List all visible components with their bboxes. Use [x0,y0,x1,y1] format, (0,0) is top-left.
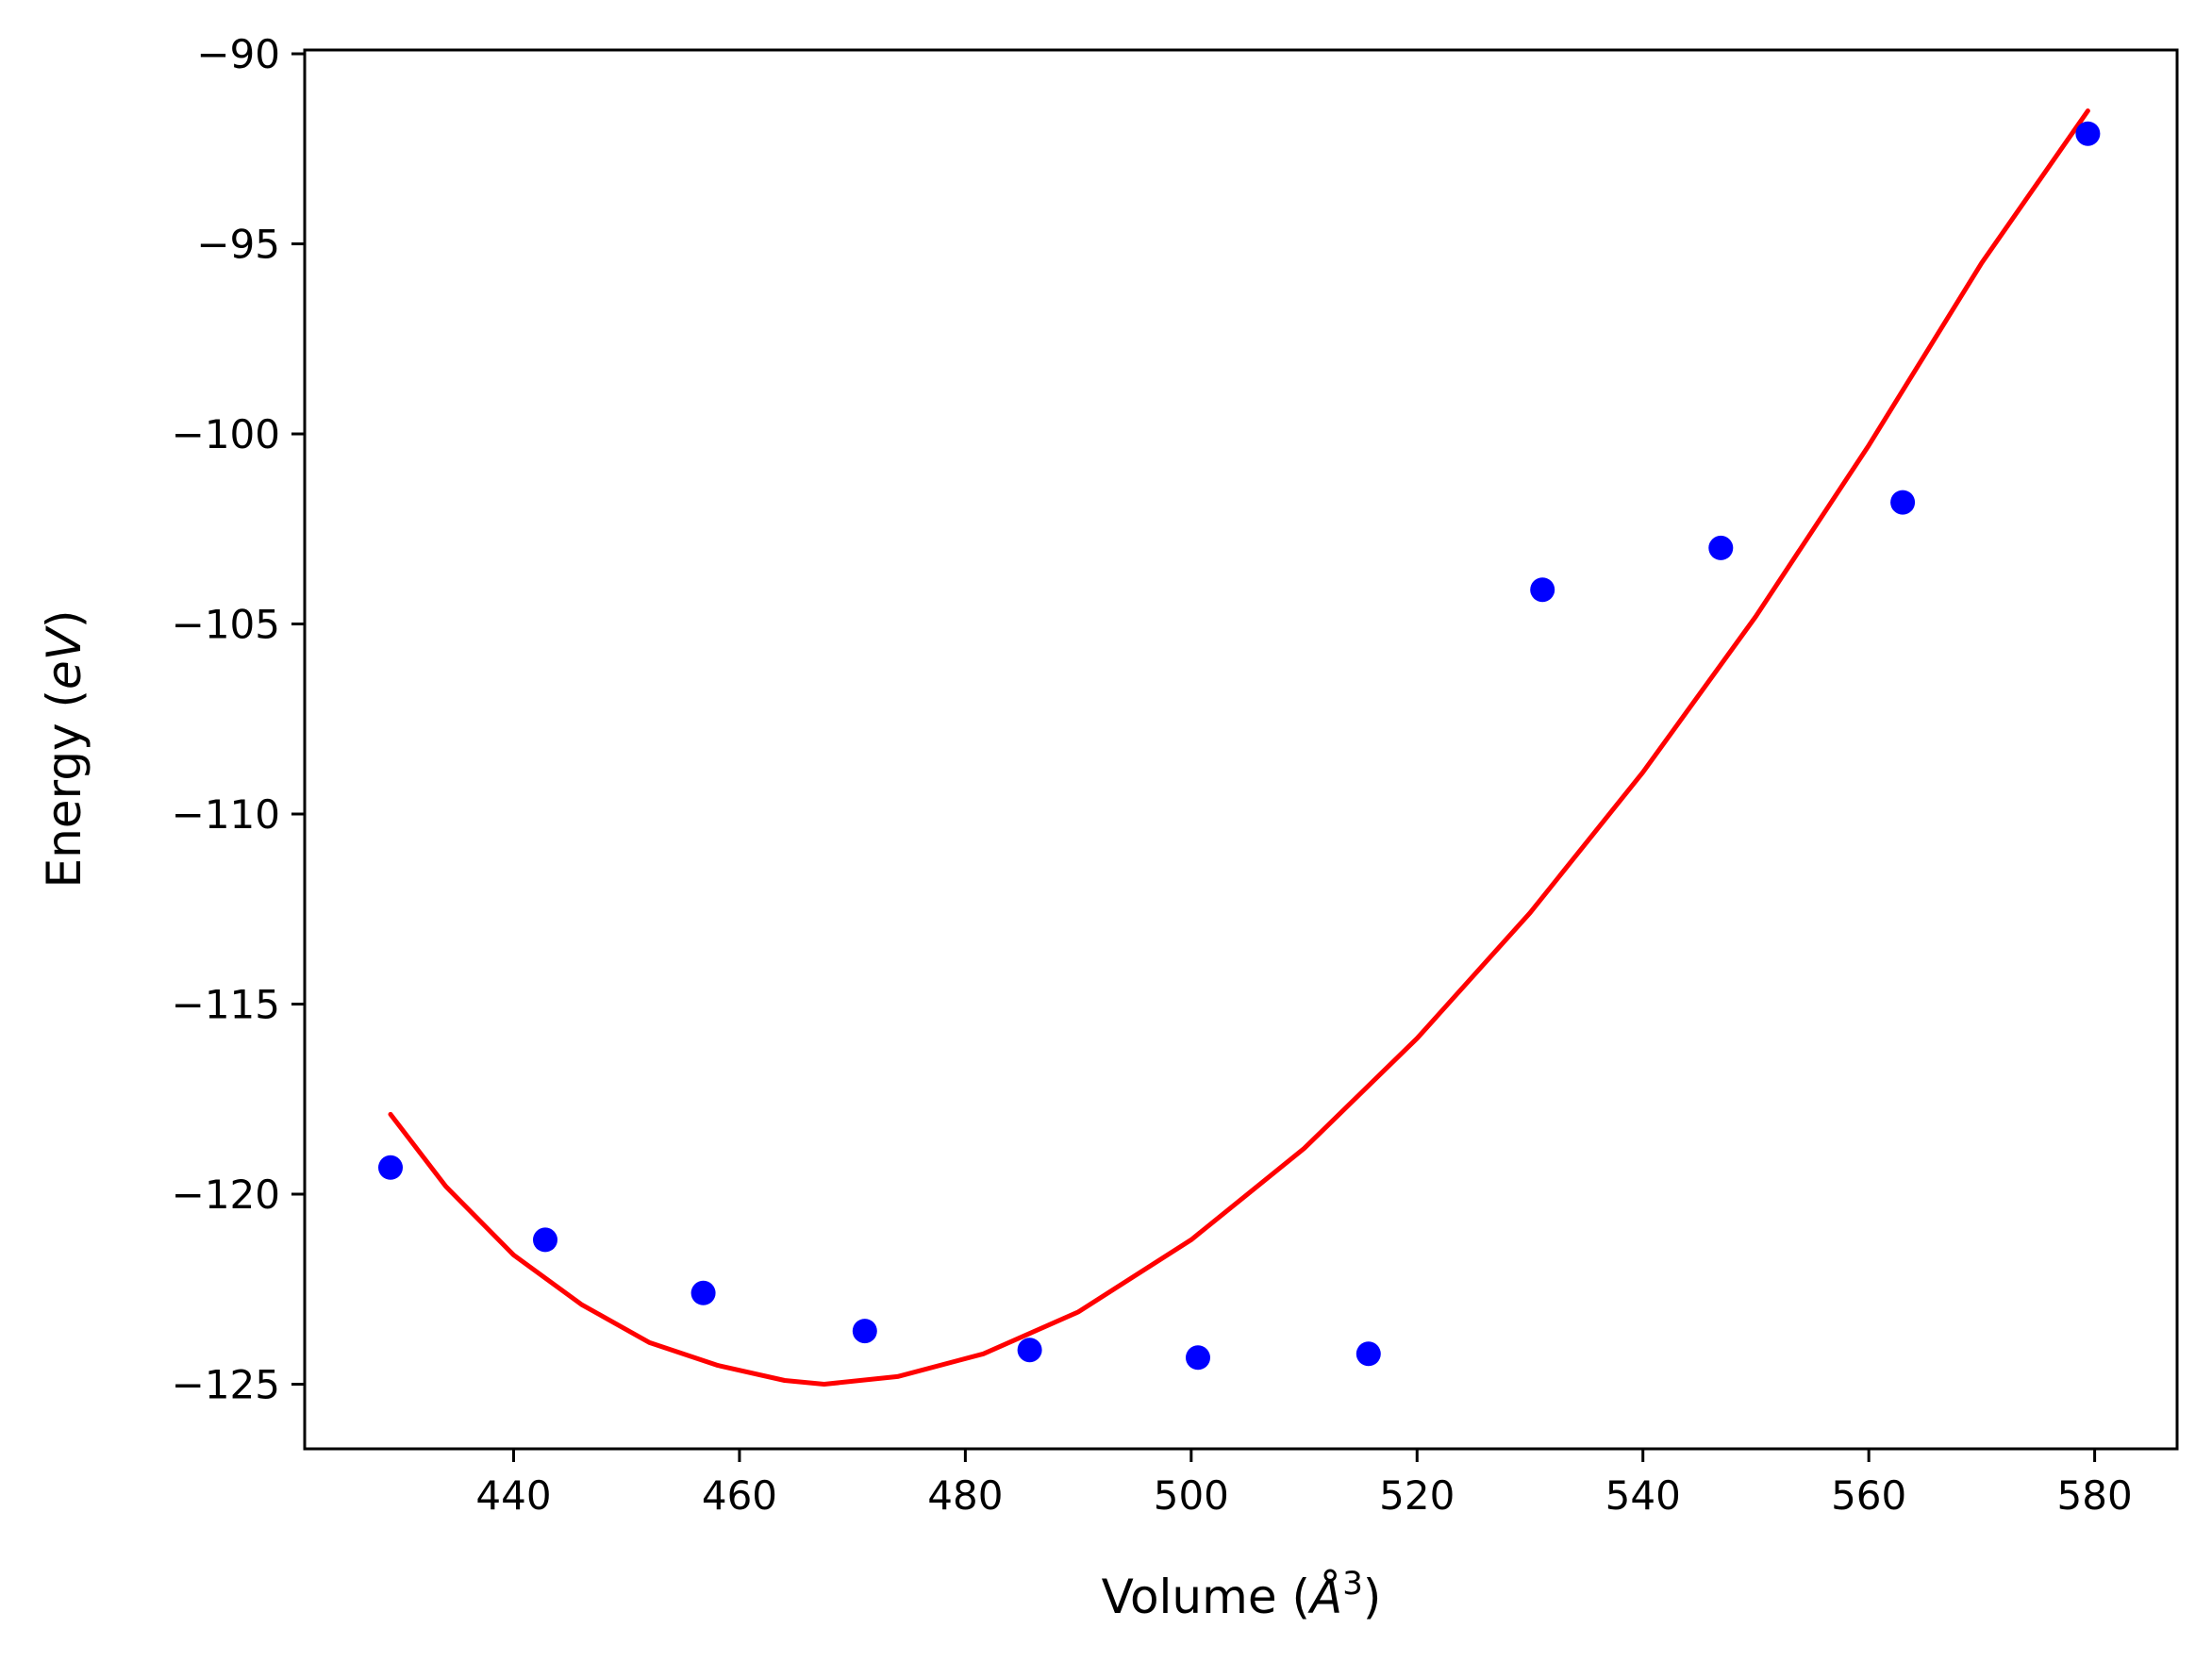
x-axis-ticks: 440 460 480 500 520 540 560 580 [475,1449,2133,1519]
data-point [1708,535,1734,560]
x-tick-label: 440 [475,1472,551,1519]
data-point [1017,1338,1042,1363]
data-points-layer [378,121,2101,1371]
x-axis-title-prefix: Volume ( [1102,1570,1310,1624]
x-tick-label: 520 [1379,1472,1455,1519]
data-point [2075,121,2101,146]
data-point [1890,490,1916,515]
x-tick-label: 580 [2057,1472,2133,1519]
x-axis-title-suffix: ) [1363,1570,1382,1624]
y-tick-label: −110 [172,791,280,838]
x-tick-label: 500 [1154,1472,1229,1519]
data-point [378,1155,403,1180]
y-axis-title-suffix: ) [37,610,91,629]
y-tick-label: −115 [172,982,280,1028]
data-point [852,1319,877,1344]
plot-frame [303,48,2179,1451]
data-point [690,1280,716,1305]
data-point [1530,577,1555,603]
y-axis-ticks: −90 −95 −100 −105 −110 −115 −120 −125 [172,31,305,1407]
y-tick-label: −95 [196,222,280,268]
x-tick-label: 560 [1831,1472,1906,1519]
y-tick-label: −125 [172,1361,280,1407]
x-tick-label: 480 [927,1472,1003,1519]
y-tick-label: −120 [172,1172,280,1218]
y-axis-title-prefix: Energy ( [37,690,91,888]
x-axis-title-unit: Å [1307,1570,1342,1624]
y-tick-label: −105 [172,602,280,648]
x-tick-label: 540 [1605,1472,1681,1519]
y-axis-title-unit: eV [37,624,91,690]
y-axis-title: Energy (eV) [37,610,91,889]
y-tick-label: −100 [172,411,280,457]
fit-curve-layer [388,108,2090,1387]
data-point [1355,1341,1381,1367]
x-axis-title: Volume (Å3) [1102,1565,1382,1624]
data-point [533,1227,557,1253]
fit-curve [388,108,2090,1387]
y-tick-label: −90 [196,31,280,77]
x-tick-label: 460 [702,1472,777,1519]
data-point [1186,1345,1210,1371]
x-axis-title-exponent: 3 [1342,1565,1363,1603]
